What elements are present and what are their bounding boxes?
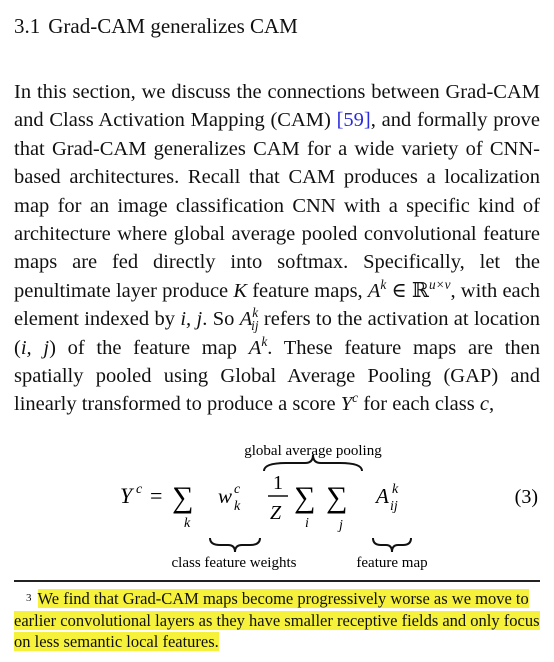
svg-text:k: k xyxy=(234,499,241,514)
paragraph-text-10: , xyxy=(488,393,495,416)
math-feature-maps: Ak ∈ ℝu×v xyxy=(367,277,451,302)
footnote: 3 We find that Grad-CAM maps become progr… xyxy=(14,588,540,653)
math-score: Yc xyxy=(340,390,359,416)
svg-text:=: = xyxy=(150,483,162,508)
sum-j: ∑ xyxy=(326,481,347,514)
paragraph-text-2: , and formally prove that Grad-CAM gener… xyxy=(14,109,540,302)
label-global-average-pooling: global average pooling xyxy=(244,443,382,459)
underbrace-feature-map xyxy=(372,537,412,553)
eq-Yc: Y xyxy=(120,483,135,508)
label-class-feature-weights: class feature weights xyxy=(172,555,297,571)
math-feature-map: Ak xyxy=(248,333,268,359)
footnote-text: We find that Grad-CAM maps become progre… xyxy=(14,589,540,651)
svg-text:i: i xyxy=(305,516,309,531)
var-k: K xyxy=(233,279,248,302)
footnote-rule xyxy=(14,580,540,582)
svg-text:c: c xyxy=(136,482,143,497)
svg-text:k: k xyxy=(392,482,399,497)
paragraph-text-6: refers to the activation at location xyxy=(258,308,540,331)
svg-text:ij: ij xyxy=(390,499,398,514)
overbrace-gap xyxy=(263,454,363,472)
svg-text:A: A xyxy=(374,484,389,508)
math-activation: Akij xyxy=(239,305,259,334)
sum-i: ∑ xyxy=(294,481,315,514)
paragraph-text-9: for each class xyxy=(358,393,480,416)
paragraph-text-5: . So xyxy=(202,308,240,331)
underbrace-weights xyxy=(209,537,261,553)
svg-text:1: 1 xyxy=(273,472,283,494)
paragraph-text-1: In this section, we discuss the connecti… xyxy=(14,81,540,132)
paragraph-text-4: , with each element indexed by xyxy=(14,279,540,331)
body-paragraph: In this section, we discuss the connecti… xyxy=(14,78,540,419)
sum-k: ∑ xyxy=(172,481,193,514)
svg-text:c: c xyxy=(234,482,241,497)
section-title: Grad-CAM generalizes CAM xyxy=(48,14,298,38)
citation-link[interactable]: [59] xyxy=(336,109,371,132)
label-feature-map: feature map xyxy=(356,555,427,571)
equation-3: global average pooling Y c = ∑ k w c k 1… xyxy=(0,435,554,575)
paragraph-text-8: . These feature maps are then spatially … xyxy=(14,336,540,416)
equation-number: (3) xyxy=(515,486,538,508)
math-location: (i, j) xyxy=(14,336,56,359)
math-class: c xyxy=(479,393,489,416)
svg-text:k: k xyxy=(184,516,191,531)
section-heading: 3.1 Grad-CAM generalizes CAM xyxy=(14,14,298,39)
paragraph-text-7: of the feature map xyxy=(55,336,249,359)
paragraph-text-3: feature maps, xyxy=(247,279,368,302)
svg-text:Z: Z xyxy=(270,502,282,524)
math-index-ij: i, j xyxy=(180,308,203,331)
svg-text:w: w xyxy=(218,484,232,508)
section-number: 3.1 xyxy=(14,14,41,38)
svg-text:j: j xyxy=(337,518,343,533)
footnote-mark: 3 xyxy=(26,592,32,604)
